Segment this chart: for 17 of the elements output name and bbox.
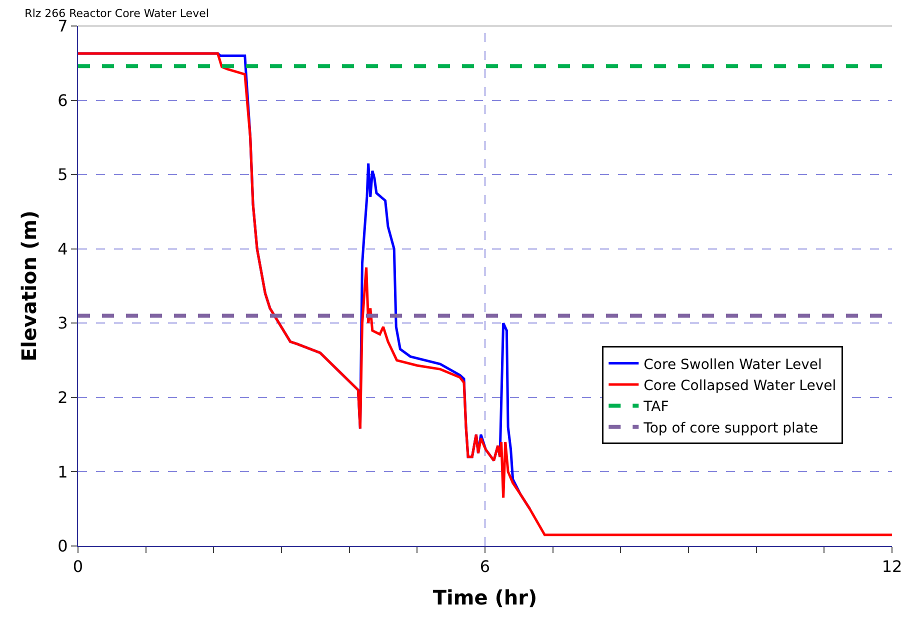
y-tick-label: 2 bbox=[58, 388, 68, 408]
y-tick-label: 1 bbox=[58, 462, 68, 482]
legend-label: Top of core support plate bbox=[642, 420, 818, 436]
x-tick-label: 12 bbox=[882, 557, 902, 576]
line-series bbox=[78, 52, 892, 536]
legend-label: Core Collapsed Water Level bbox=[644, 378, 836, 394]
legend-label: TAF bbox=[642, 399, 669, 416]
x-axis-title: Time (hr) bbox=[432, 586, 538, 610]
y-tick-label: 5 bbox=[58, 165, 68, 184]
y-tick-label: 3 bbox=[58, 314, 68, 333]
y-tick-label: 6 bbox=[58, 90, 68, 110]
legend-label: Core Swollen Water Level bbox=[644, 356, 822, 373]
x-tick-label: 0 bbox=[72, 557, 84, 576]
y-tick-label: 4 bbox=[58, 239, 68, 258]
x-tick-label: 6 bbox=[480, 557, 490, 576]
y-tick-label: 0 bbox=[58, 536, 68, 556]
y-axis-title: Elevation (m) bbox=[17, 210, 42, 362]
